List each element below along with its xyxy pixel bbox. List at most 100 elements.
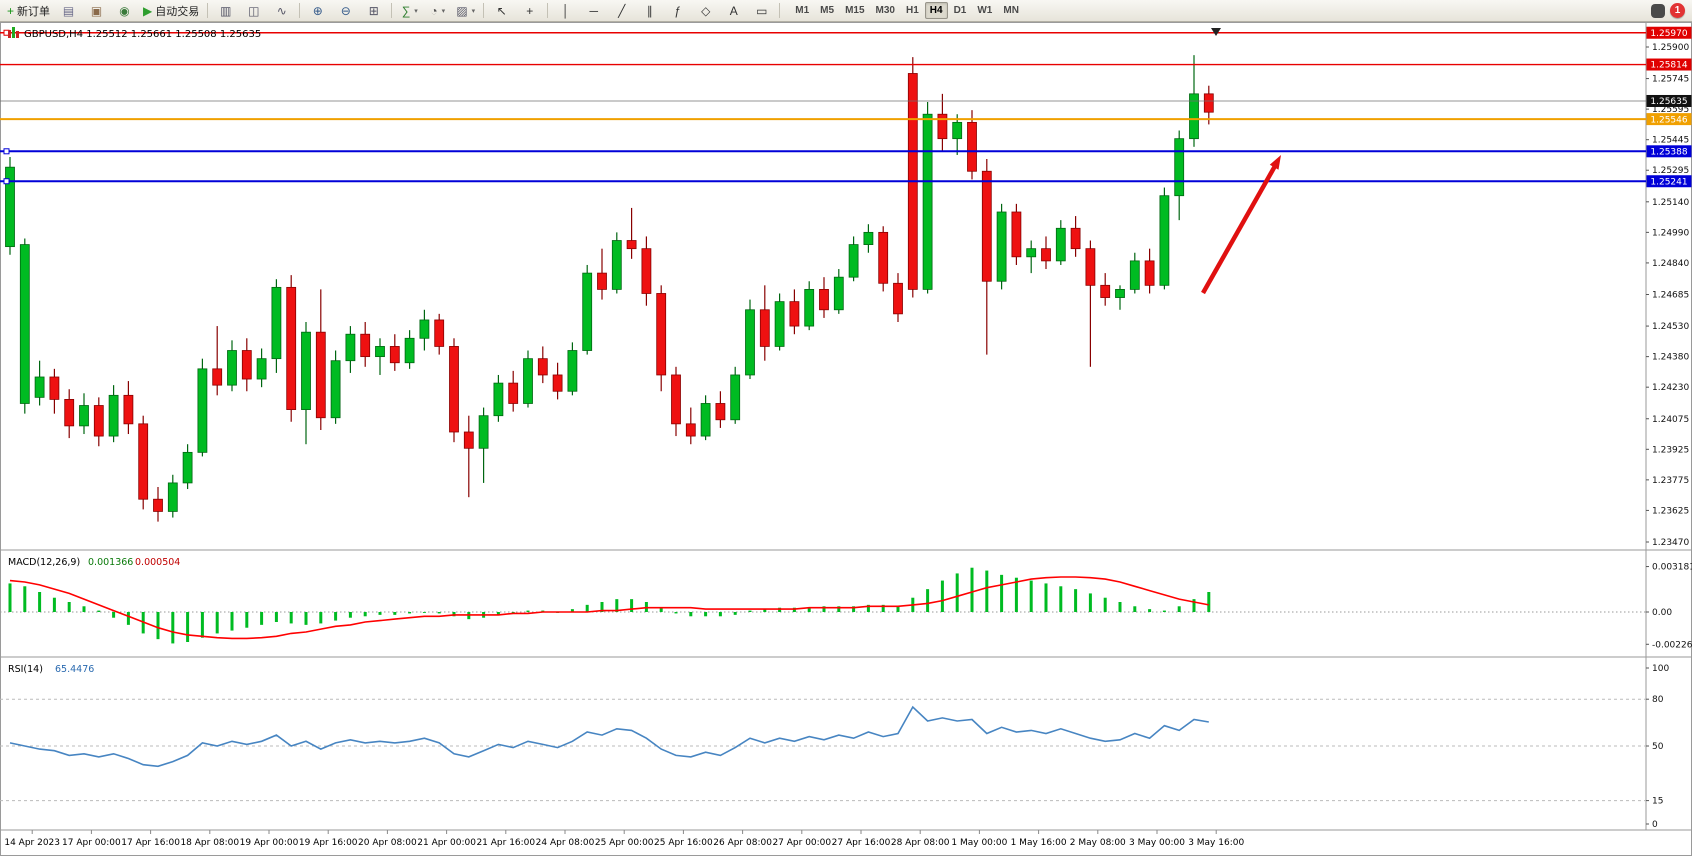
time-axis-label: 3 May 00:00 xyxy=(1129,838,1185,848)
timeframe-mn-button[interactable]: MN xyxy=(1003,5,1019,16)
price-axis-label: 1.23925 xyxy=(1652,445,1689,455)
candle-body xyxy=(64,399,75,427)
candle-body xyxy=(552,374,563,392)
candle-up xyxy=(804,281,815,331)
macd-histogram-bar xyxy=(585,604,589,612)
time-axis-label: 19 Apr 00:00 xyxy=(240,838,299,848)
equidistant-channel-button[interactable]: ∥ xyxy=(636,0,663,21)
horizontal-line-button[interactable]: ─ xyxy=(580,0,607,21)
bar-chart-button[interactable]: ▥ xyxy=(212,0,239,21)
text-button[interactable]: A xyxy=(720,0,747,21)
tile-windows-button[interactable]: ⊞ xyxy=(360,0,387,21)
candle-body xyxy=(79,405,89,427)
timeframe-d1-button[interactable]: D1 xyxy=(953,5,967,16)
macd-histogram-bar xyxy=(689,612,693,617)
timeframe-m5-button[interactable]: M5 xyxy=(820,5,835,16)
time-axis-label: 1 May 16:00 xyxy=(1011,838,1067,848)
symbol-mini-icon xyxy=(16,31,19,38)
macd-main-value: 0.001366 xyxy=(88,557,133,568)
candle-body xyxy=(449,346,459,433)
candle-body xyxy=(981,170,992,282)
macd-signal-value: 0.000504 xyxy=(135,557,180,568)
shapes-button[interactable]: ◇ xyxy=(692,0,719,21)
macd-histogram-bar xyxy=(926,589,930,612)
periods-button[interactable]: ◔ ▾ xyxy=(424,0,451,21)
macd-histogram-bar xyxy=(304,612,308,625)
candlestick-chart-button[interactable]: ◫ xyxy=(240,0,267,21)
candle-body xyxy=(848,244,859,278)
timeframe-m30-button[interactable]: M30 xyxy=(875,5,895,16)
macd-histogram-bar xyxy=(334,612,338,621)
price-badge: 1.25388 xyxy=(1646,145,1692,157)
macd-histogram-bar xyxy=(1133,606,1137,612)
zoom-in-button[interactable]: ⊕ xyxy=(304,0,331,21)
symbol-title: GBPUSD,H4 1.25512 1.25661 1.25508 1.2563… xyxy=(24,29,261,40)
price-badge: 1.25970 xyxy=(1646,26,1692,39)
macd-histogram-bar xyxy=(526,610,530,612)
candle-body xyxy=(227,350,237,386)
profile-button[interactable]: ▣ xyxy=(83,0,110,21)
price-axis-label: 1.24685 xyxy=(1652,290,1689,300)
time-axis[interactable]: 14 Apr 2023 17 Apr 00:00 17 Apr 16:00 18 Ap… xyxy=(4,830,1244,848)
candle-body xyxy=(330,360,341,419)
timeframe-h4-button[interactable]: H4 xyxy=(924,2,948,19)
line-chart-button[interactable]: ∿ xyxy=(268,0,295,21)
timeframe-m15-button[interactable]: M15 xyxy=(845,5,865,16)
timeframe-h1-button[interactable]: H1 xyxy=(905,5,919,16)
notification-badge[interactable]: 1 xyxy=(1670,3,1685,18)
candle-body xyxy=(819,289,829,311)
candle-up xyxy=(833,269,844,314)
candle-body xyxy=(419,319,430,339)
macd-histogram-bar xyxy=(822,606,826,612)
price-axis-label: 1.23775 xyxy=(1652,476,1689,486)
arrow-label-button[interactable]: ▭ xyxy=(748,0,775,21)
candle-up xyxy=(478,407,489,483)
price-badge: 1.25814 xyxy=(1646,58,1692,71)
chart-shift-marker[interactable] xyxy=(1211,28,1221,36)
candle-down xyxy=(93,397,104,447)
indicators-button[interactable]: ∑ ▾ xyxy=(396,0,423,21)
candle-body xyxy=(286,286,297,410)
messages-icon[interactable] xyxy=(1651,3,1665,18)
candle-body xyxy=(49,376,60,400)
macd-scale-label: 0.003181 xyxy=(1652,563,1692,573)
fibonacci-button[interactable]: ƒ xyxy=(664,0,691,21)
macd-histogram-bar xyxy=(1103,597,1107,612)
alerts-button[interactable]: ◉ xyxy=(111,0,138,21)
candle-body xyxy=(463,431,474,449)
candle-up xyxy=(922,101,933,294)
crosshair-button[interactable]: + xyxy=(516,0,543,21)
templates-button[interactable]: ▨ ▾ xyxy=(452,0,479,21)
trendline-button[interactable]: ╱ xyxy=(608,0,635,21)
candle-up xyxy=(197,358,208,457)
rsi-scale-label: 100 xyxy=(1652,664,1669,674)
candle-up xyxy=(493,374,504,422)
new-order-button[interactable]: + 新订单 xyxy=(3,0,54,21)
candle-body xyxy=(774,301,785,347)
trend-icon: ╱ xyxy=(618,3,626,18)
support-line-upper-handle[interactable] xyxy=(3,148,10,155)
auto-trading-button[interactable]: ▶ 自动交易 xyxy=(139,0,203,21)
trend-arrow-shaft[interactable] xyxy=(1201,164,1277,295)
candle-up xyxy=(271,279,282,373)
toolbar-separator xyxy=(207,3,209,18)
candle-up xyxy=(227,340,237,392)
trend-arrow-head[interactable] xyxy=(1269,155,1281,170)
timeframe-w1-button[interactable]: W1 xyxy=(977,5,993,16)
candle-up xyxy=(1174,130,1185,221)
zoom-out-button[interactable]: ⊖ xyxy=(332,0,359,21)
candle-down xyxy=(64,389,75,439)
candle-body xyxy=(1189,93,1199,140)
macd-histogram-bar xyxy=(112,612,116,618)
macd-label: MACD(12,26,9) 0.001366 0.000504 xyxy=(8,557,180,568)
trend-arrow[interactable] xyxy=(1201,155,1281,295)
support-line-lower-handle[interactable] xyxy=(3,178,10,185)
macd-histogram-bar xyxy=(940,580,944,612)
chart-window-button[interactable]: ▤ xyxy=(55,0,82,21)
chevron-down-icon: ▾ xyxy=(414,7,418,15)
time-axis-label: 17 Apr 16:00 xyxy=(121,838,180,848)
vertical-line-button[interactable]: │ xyxy=(552,0,579,21)
timeframe-m1-button[interactable]: M1 xyxy=(795,5,810,16)
candle-down xyxy=(360,321,371,367)
cursor-button[interactable]: ↖ xyxy=(488,0,515,21)
